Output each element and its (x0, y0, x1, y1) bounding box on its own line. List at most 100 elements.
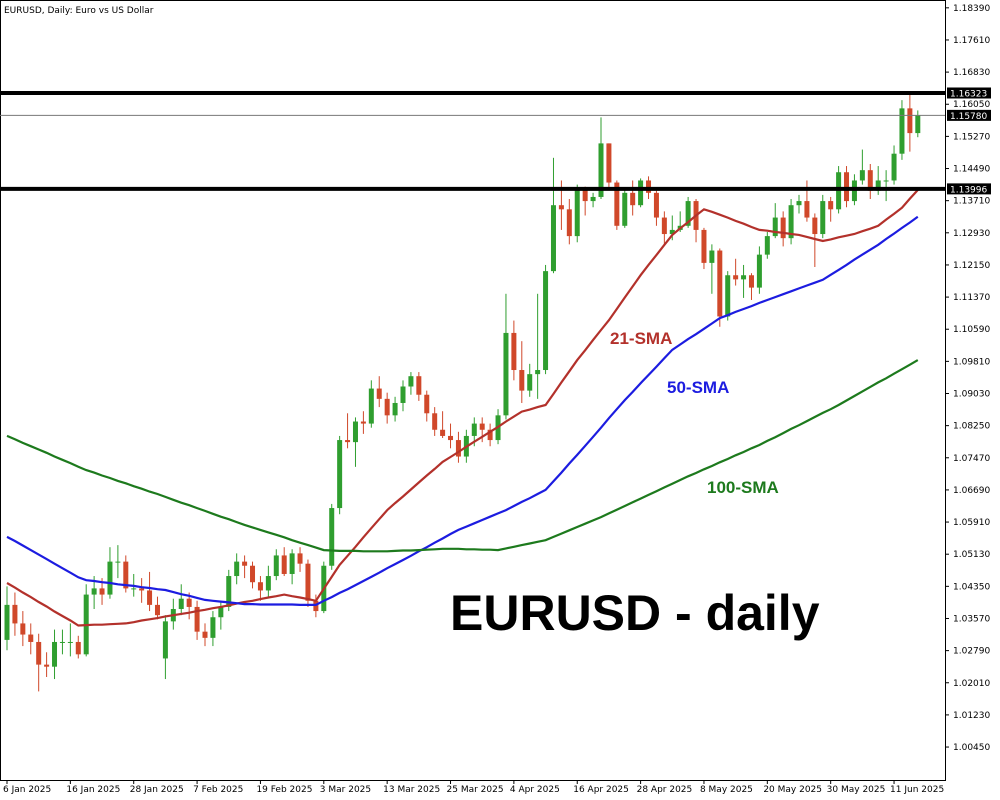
y-tick-label: 1.02010 (953, 679, 990, 689)
sma-line (6, 215, 919, 606)
plot-frame (0, 0, 946, 781)
candle-body (345, 440, 351, 443)
y-tick-label: 1.08250 (953, 422, 990, 432)
candle-body (535, 370, 541, 375)
candle-body (717, 250, 723, 317)
x-tick-label: 19 Feb 2025 (256, 785, 312, 795)
candle-body (741, 275, 747, 280)
x-tick-label: 28 Jan 2025 (130, 785, 184, 795)
candle-body (123, 561, 129, 589)
y-tick-label: 1.10590 (953, 325, 990, 335)
candle-body (265, 576, 271, 591)
candle-body (709, 250, 715, 263)
candle-body (875, 180, 881, 191)
candle-body (36, 641, 42, 665)
price-tag-label: 1.13996 (950, 185, 987, 195)
candle-body (479, 423, 485, 430)
y-tick-label: 1.04350 (953, 582, 990, 592)
candle-body (376, 388, 382, 399)
x-tick-label: 6 Jan 2025 (3, 785, 51, 795)
candle-body (725, 275, 731, 317)
candle-body (828, 201, 834, 210)
y-tick-label: 1.14490 (953, 165, 990, 175)
candle-body (883, 180, 889, 182)
legend-label: 50-SMA (667, 378, 729, 397)
x-tick-label: 28 Apr 2025 (637, 785, 693, 795)
price-tag-label: 1.15780 (950, 112, 987, 122)
price-tag (947, 183, 991, 195)
candle-body (455, 440, 461, 457)
y-tick-label: 1.15270 (953, 132, 990, 142)
candle-body (527, 374, 533, 391)
candle-body (226, 576, 232, 607)
candle-body (448, 435, 454, 441)
candle-body (867, 170, 873, 191)
candle-body (780, 217, 786, 239)
candle-body (772, 217, 778, 237)
y-tick-label: 1.01230 (953, 711, 990, 721)
y-tick-label: 1.16050 (953, 100, 990, 110)
candle-body (590, 196, 596, 202)
candle-body (416, 376, 422, 395)
candle-body (899, 108, 905, 154)
candle-body (218, 606, 224, 618)
candle-body (622, 192, 628, 226)
candle-body (907, 108, 913, 134)
candle-body (574, 188, 580, 237)
candle-body (360, 421, 366, 424)
candle-body (630, 192, 636, 206)
y-tick-label: 1.13710 (953, 197, 990, 207)
chart-title: EURUSD, Daily: Euro vs US Dollar (4, 6, 154, 16)
candle-body (368, 388, 374, 424)
candle-body (162, 621, 168, 659)
candle-body (487, 429, 493, 441)
y-tick-label: 1.18390 (953, 4, 990, 14)
candle-body (273, 555, 279, 577)
x-tick-label: 11 Jun 2025 (890, 785, 944, 795)
candle-body (661, 217, 667, 235)
candle-body (210, 617, 216, 638)
candle-body (543, 271, 549, 371)
candle-body (99, 588, 105, 595)
x-tick-label: 16 Apr 2025 (573, 785, 629, 795)
y-tick-label: 1.07470 (953, 454, 990, 464)
candle-body (669, 229, 675, 235)
candle-body (242, 561, 248, 566)
x-tick-label: 7 Feb 2025 (193, 785, 243, 795)
candle-body (392, 402, 398, 416)
candle-body (52, 641, 58, 667)
candle-body (733, 275, 739, 280)
x-tick-label: 20 May 2025 (763, 785, 822, 795)
candle-body (329, 508, 335, 566)
candle-body (337, 440, 343, 509)
sma-line (6, 359, 919, 553)
candle-body (408, 376, 414, 387)
candle-body (154, 604, 160, 616)
candle-body (891, 153, 897, 181)
y-tick-label: 1.12930 (953, 229, 990, 239)
candle-body (305, 563, 311, 601)
y-tick-label: 1.09810 (953, 357, 990, 367)
candle-body (646, 180, 652, 193)
candle-body (804, 201, 810, 218)
candle-body (614, 182, 620, 226)
candle-body (748, 275, 754, 288)
candle-body (4, 604, 10, 640)
candle-body (432, 413, 438, 430)
candle-body (915, 115, 921, 134)
candle-body (12, 604, 18, 624)
candle-body (701, 229, 707, 263)
candle-body (844, 172, 850, 202)
candle-body (440, 429, 446, 436)
candle-body (400, 386, 406, 403)
candle-body (756, 254, 762, 288)
y-tick-label: 1.16830 (953, 68, 990, 78)
price-tag-label: 1.16323 (950, 89, 987, 99)
candle-body (812, 217, 818, 235)
price-tag (947, 87, 991, 99)
candle-body (139, 588, 145, 591)
candle-body (178, 598, 184, 610)
candle-body (131, 588, 137, 590)
candle-body (202, 631, 208, 638)
